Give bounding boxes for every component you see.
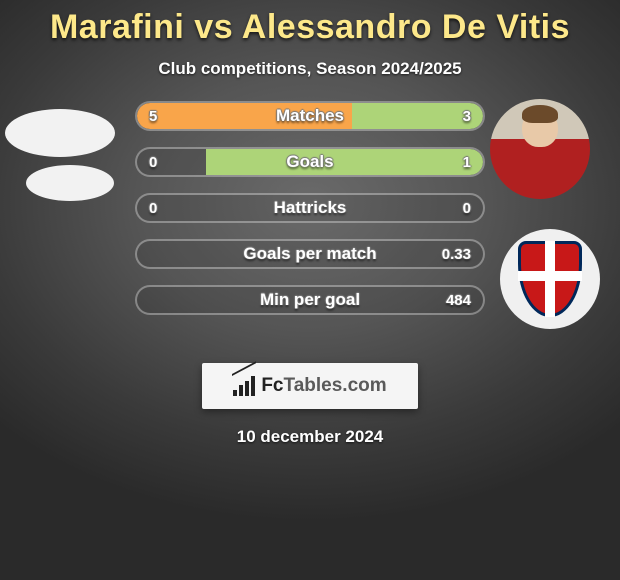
player1-club-placeholder bbox=[26, 165, 114, 201]
footer-date: 10 december 2024 bbox=[0, 427, 620, 447]
player2-avatar bbox=[490, 99, 590, 199]
stat-row: 484Min per goal bbox=[135, 285, 485, 315]
stat-rows-container: 53Matches 01Goals 00Hattricks 0.33Goals per… bbox=[135, 101, 485, 331]
logo-text: FcTables.com bbox=[261, 375, 386, 397]
bar-chart-icon bbox=[233, 376, 255, 396]
comparison-title: Marafini vs Alessandro De Vitis bbox=[0, 0, 620, 47]
stat-label: Goals per match bbox=[137, 241, 483, 267]
stat-row: 53Matches bbox=[135, 101, 485, 131]
player1-avatar-placeholder bbox=[5, 109, 115, 157]
comparison-block: 53Matches01Goals00Hattricks0.33Goals per… bbox=[0, 109, 620, 339]
shield-icon bbox=[518, 241, 582, 317]
season-subtitle: Club competitions, Season 2024/2025 bbox=[0, 59, 620, 79]
stat-row: 00Hattricks bbox=[135, 193, 485, 223]
stat-label: Hattricks bbox=[137, 195, 483, 221]
stat-label: Goals bbox=[137, 149, 483, 175]
fctables-logo: FcTables.com bbox=[202, 363, 418, 409]
player2-club-crest bbox=[500, 229, 600, 329]
stat-label: Matches bbox=[137, 103, 483, 129]
stat-row: 0.33Goals per match bbox=[135, 239, 485, 269]
stat-label: Min per goal bbox=[137, 287, 483, 313]
stat-row: 01Goals bbox=[135, 147, 485, 177]
